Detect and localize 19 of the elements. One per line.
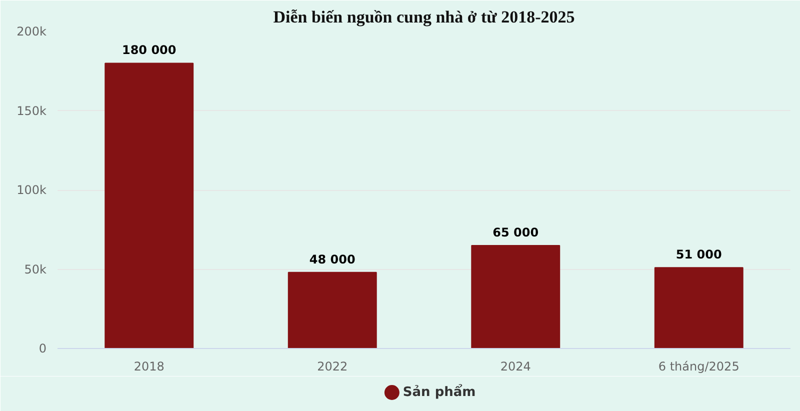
y-tick-label: 200k [16,24,47,38]
bar [654,267,744,348]
y-tick-label: 150k [16,104,47,118]
data-label: 65 000 [492,225,539,240]
data-label: 180 000 [122,43,176,58]
bar [471,244,560,348]
x-tick-label: 2024 [500,360,531,374]
data-label: 48 000 [309,252,356,266]
y-tick-label: 100k [16,183,47,197]
x-tick-label: 2022 [317,360,348,374]
legend-label: Sản phẩm [402,384,476,400]
x-tick-label: 2018 [134,360,164,374]
data-label: 51 000 [676,248,722,262]
bar [104,62,194,348]
chart-title: Diễn biến nguồn cung nhà ở từ 2018-2025 [273,8,575,26]
bar [288,272,377,348]
x-tick-label: 6 tháng/2025 [658,360,740,374]
y-tick-label: 50k [24,262,47,276]
y-tick-label: 0 [38,342,47,356]
